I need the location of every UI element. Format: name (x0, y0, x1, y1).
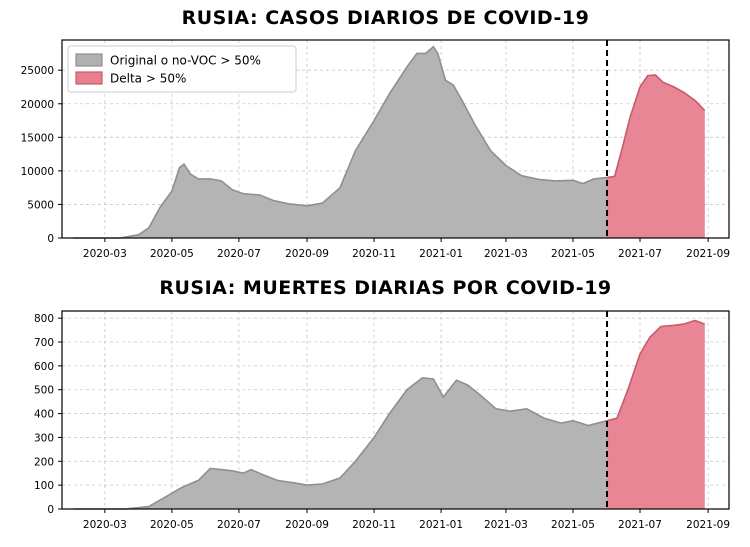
y-tick-label: 10000 (21, 166, 54, 178)
x-tick-label: 2020-07 (217, 248, 261, 260)
y-tick-label: 5000 (27, 199, 54, 211)
series-area-1 (73, 377, 607, 509)
x-tick-label: 2020-09 (285, 248, 329, 260)
y-tick-label: 100 (34, 480, 54, 492)
y-tick-label: 25000 (21, 65, 54, 77)
y-tick-label: 700 (34, 337, 54, 349)
series-area-2 (607, 74, 705, 239)
legend-label-1: Original o no-VOC > 50% (110, 54, 261, 68)
legend-swatch-2 (75, 71, 103, 85)
y-tick-label: 200 (34, 456, 54, 468)
series-area-1 (73, 46, 607, 239)
legend-swatch-1 (75, 53, 103, 67)
x-tick-label: 2020-11 (352, 248, 396, 260)
x-tick-label: 2020-11 (352, 519, 396, 531)
y-tick-label: 600 (34, 361, 54, 373)
series-area-2 (607, 320, 705, 509)
x-tick-label: 2020-05 (150, 519, 194, 531)
chart-title: RUSIA: MUERTES DIARIAS POR COVID-19 (159, 277, 611, 299)
plot-frame (61, 310, 730, 510)
x-tick-label: 2021-09 (686, 248, 730, 260)
legend: Original o no-VOC > 50% Delta > 50% (67, 45, 297, 93)
y-tick-label: 300 (34, 432, 54, 444)
x-tick-label: 2021-01 (419, 248, 463, 260)
x-tick-label: 2020-03 (83, 248, 127, 260)
legend-box (67, 45, 297, 93)
y-tick-label: 0 (47, 233, 54, 245)
series-line-2 (606, 319, 706, 422)
x-tick-label: 2020-07 (217, 519, 261, 531)
chart-title: RUSIA: CASOS DIARIOS DE COVID-19 (182, 7, 590, 29)
legend-label-2: Delta > 50% (110, 72, 186, 86)
x-tick-label: 2021-03 (484, 519, 528, 531)
x-tick-label: 2021-07 (618, 248, 662, 260)
x-tick-label: 2020-09 (285, 519, 329, 531)
x-tick-label: 2020-03 (83, 519, 127, 531)
y-tick-label: 400 (34, 409, 54, 421)
y-tick-label: 500 (34, 385, 54, 397)
x-tick-label: 2020-05 (150, 248, 194, 260)
y-tick-label: 800 (34, 313, 54, 325)
x-tick-label: 2021-07 (618, 519, 662, 531)
x-tick-label: 2021-01 (419, 519, 463, 531)
x-tick-label: 2021-05 (551, 519, 595, 531)
plot-frame (61, 39, 730, 239)
x-tick-label: 2021-05 (551, 248, 595, 260)
y-tick-label: 0 (47, 504, 54, 516)
chart-panel-2: RUSIA: MUERTES DIARIAS POR COVID-19 2020-… (34, 277, 730, 531)
y-tick-label: 20000 (21, 99, 54, 111)
series-line-2 (606, 74, 706, 179)
y-tick-label: 15000 (21, 132, 54, 144)
x-tick-label: 2021-09 (686, 519, 730, 531)
chart-panel-1: RUSIA: CASOS DIARIOS DE COVID-19 2020-03 2… (21, 7, 730, 260)
x-tick-label: 2021-03 (484, 248, 528, 260)
